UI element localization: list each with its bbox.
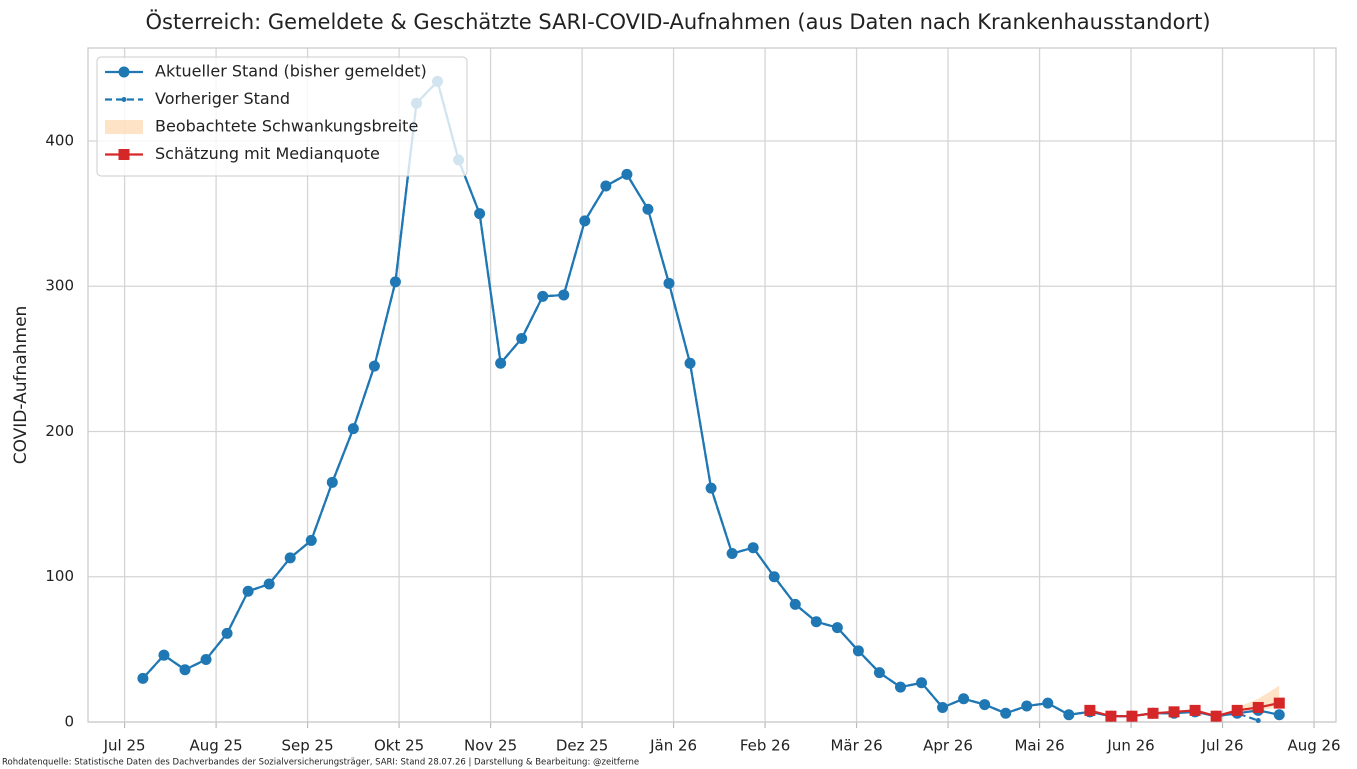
point [368, 360, 380, 372]
point [137, 672, 149, 684]
point [221, 627, 233, 639]
point [179, 664, 191, 676]
point [1126, 710, 1138, 722]
point [389, 276, 401, 288]
point [495, 357, 507, 369]
x-tick-label: Mär 26 [830, 737, 882, 755]
legend-swatch [105, 120, 143, 134]
point [852, 645, 864, 657]
point [1189, 704, 1201, 716]
y-tick-label: 300 [45, 277, 74, 295]
point [1210, 710, 1222, 722]
point [242, 585, 254, 597]
point [1063, 709, 1075, 721]
line [142, 79, 1259, 722]
x-tick-label: Dez 25 [556, 737, 609, 755]
point [1147, 707, 1159, 719]
point [263, 578, 275, 590]
point [768, 571, 780, 583]
legend-box [96, 56, 468, 177]
point [1000, 707, 1012, 719]
y-axis-label: COVID-Aufnahmen [11, 306, 31, 465]
point [305, 534, 317, 546]
y-tick-label: 0 [64, 713, 74, 731]
x-tick-label: Nov 25 [464, 737, 517, 755]
point [1042, 697, 1054, 709]
legend-label: Schätzung mit Medianquote [155, 144, 380, 163]
line [142, 79, 1280, 718]
chart-title: Österreich: Gemeldete & Geschätzte SARI-… [145, 9, 1210, 34]
point [810, 616, 822, 628]
x-tick-label: Jul 26 [1201, 737, 1244, 755]
point [158, 649, 170, 661]
point [600, 180, 612, 192]
x-tick-label: Feb 26 [740, 737, 790, 755]
y-tick-label: 400 [45, 131, 74, 149]
point [347, 423, 359, 435]
point [894, 681, 906, 693]
point [663, 277, 675, 289]
point [558, 289, 570, 301]
point [831, 622, 843, 634]
legend-marker [118, 66, 130, 78]
plot-frame [87, 47, 1337, 723]
point [747, 542, 759, 554]
point [873, 667, 885, 679]
point [474, 208, 486, 220]
point [958, 693, 970, 705]
x-tick-label: Jun 26 [1106, 737, 1154, 755]
point [684, 357, 696, 369]
point [726, 548, 738, 559]
x-tick-label: Aug 26 [1287, 737, 1340, 755]
point [789, 598, 801, 610]
point [642, 203, 654, 215]
x-tick-label: Mai 26 [1014, 737, 1064, 755]
x-tick-label: Aug 25 [190, 737, 243, 755]
line [1089, 702, 1280, 718]
point [579, 215, 591, 227]
legend-marker [121, 97, 127, 102]
point [1021, 700, 1033, 712]
point [916, 677, 928, 689]
x-tick-label: Okt 25 [374, 737, 424, 755]
point [1105, 710, 1117, 722]
point [979, 699, 991, 711]
y-tick-label: 100 [45, 567, 74, 585]
point [284, 552, 296, 564]
legend-marker [118, 149, 130, 160]
y-tick-label: 200 [45, 422, 74, 440]
point [1231, 704, 1243, 716]
point [326, 476, 338, 488]
point [516, 333, 528, 345]
x-tick-label: Jul 25 [103, 737, 146, 755]
point [621, 168, 633, 180]
point [937, 701, 949, 713]
x-tick-label: Apr 26 [923, 737, 973, 755]
x-tick-label: Sep 25 [282, 737, 334, 755]
legend-label: Beobachtete Schwankungsbreite [155, 117, 418, 136]
point [1255, 718, 1261, 724]
legend-label: Aktueller Stand (bisher gemeldet) [155, 62, 427, 81]
legend-label: Vorheriger Stand [155, 89, 290, 108]
point [537, 290, 549, 302]
point [1252, 701, 1264, 713]
point [1084, 704, 1096, 716]
point [705, 482, 717, 494]
point [1273, 697, 1285, 709]
legend: Aktueller Stand (bisher gemeldet) Vorheri… [96, 56, 468, 177]
point [200, 654, 212, 666]
point [1168, 706, 1180, 718]
point [1273, 709, 1285, 721]
x-tick-label: Jän 26 [649, 737, 697, 755]
footnote: Rohdatenquelle: Statistische Daten des D… [2, 758, 639, 768]
